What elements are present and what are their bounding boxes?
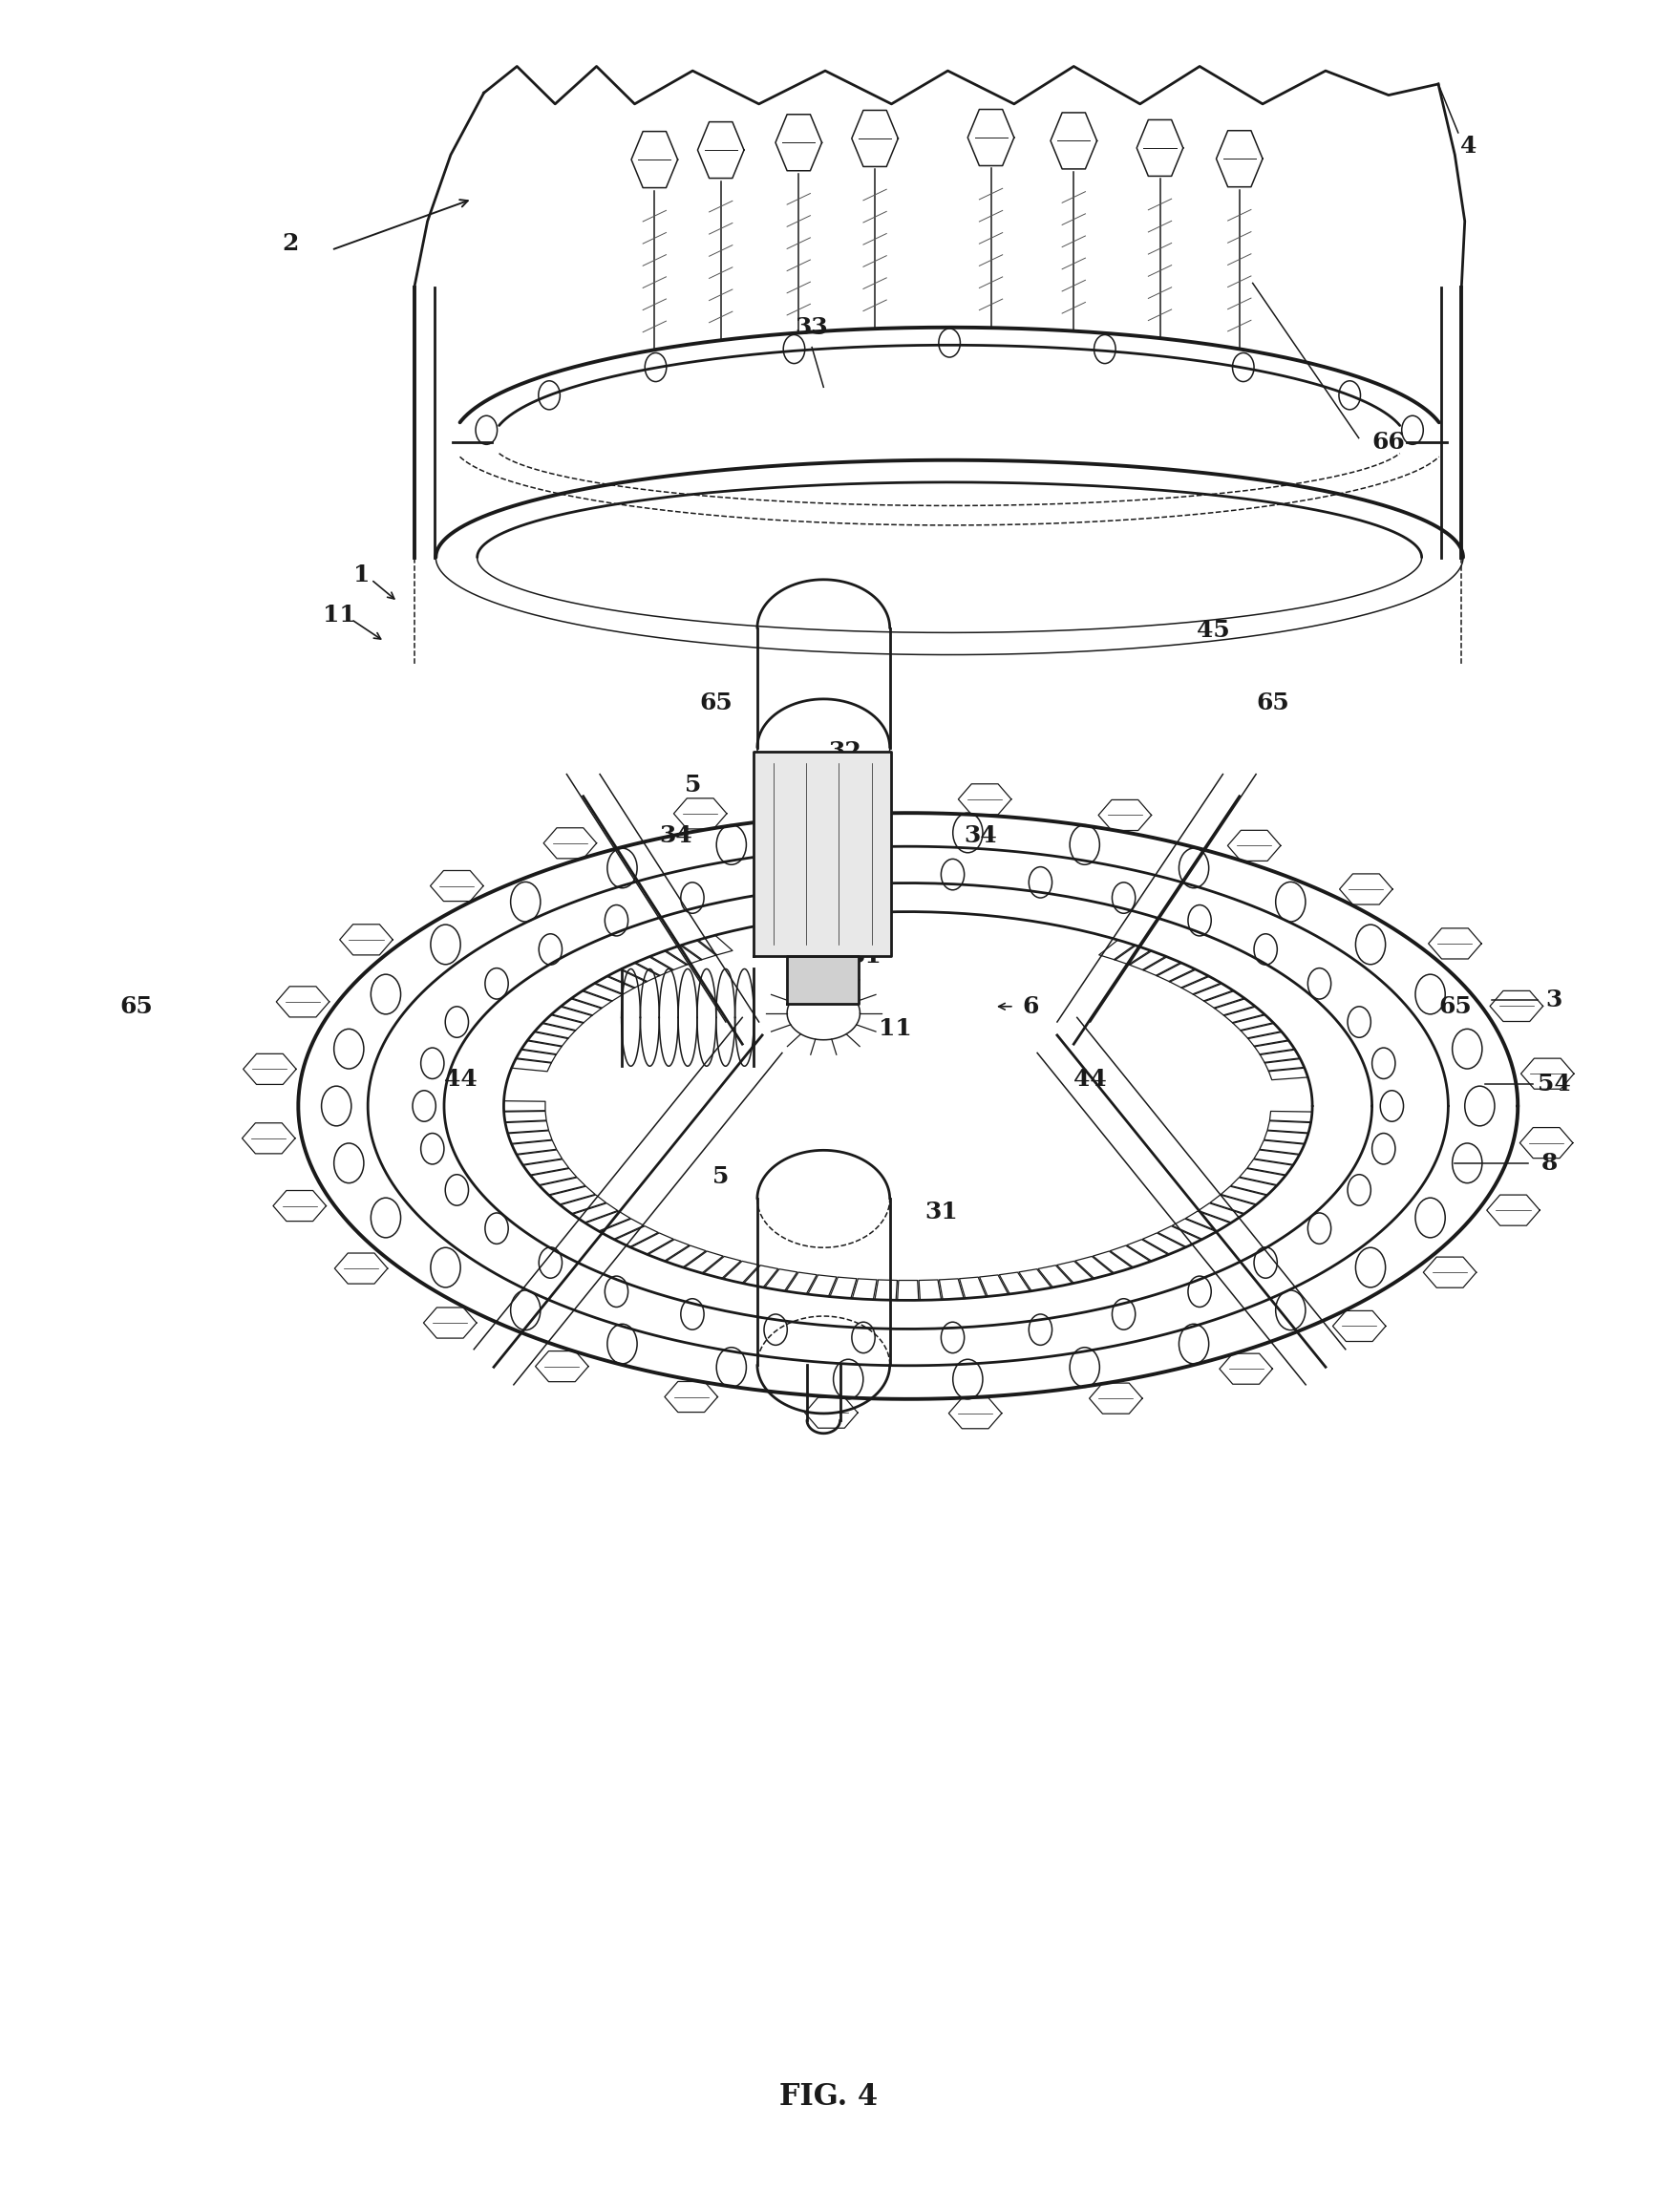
Text: 33: 33 bbox=[795, 316, 828, 338]
Text: 11: 11 bbox=[878, 1018, 911, 1040]
Text: 2: 2 bbox=[282, 232, 298, 254]
Text: 65: 65 bbox=[119, 995, 152, 1018]
Text: 44: 44 bbox=[1074, 1068, 1107, 1091]
Polygon shape bbox=[787, 956, 858, 1004]
Text: 3: 3 bbox=[1546, 989, 1563, 1011]
Text: 6: 6 bbox=[1022, 995, 1039, 1018]
Text: 54: 54 bbox=[1538, 1073, 1571, 1095]
Text: FIG. 4: FIG. 4 bbox=[779, 2081, 878, 2112]
Text: 65: 65 bbox=[1256, 692, 1289, 714]
Text: 31: 31 bbox=[925, 1201, 958, 1223]
Text: 66: 66 bbox=[1372, 431, 1405, 453]
Text: 44: 44 bbox=[444, 1068, 477, 1091]
Text: 32: 32 bbox=[828, 741, 862, 763]
Text: 11: 11 bbox=[323, 604, 356, 626]
Text: 65: 65 bbox=[699, 692, 732, 714]
Text: 45: 45 bbox=[1196, 619, 1229, 641]
Text: 8: 8 bbox=[1541, 1152, 1558, 1175]
Polygon shape bbox=[754, 752, 891, 956]
Text: 34: 34 bbox=[659, 825, 693, 847]
Text: 5: 5 bbox=[713, 1166, 729, 1188]
Text: 65: 65 bbox=[1438, 995, 1471, 1018]
Text: 4: 4 bbox=[1460, 135, 1476, 157]
Text: 34: 34 bbox=[964, 825, 998, 847]
Text: 5: 5 bbox=[684, 774, 701, 796]
Text: 1: 1 bbox=[353, 564, 370, 586]
Text: 31: 31 bbox=[848, 945, 882, 967]
